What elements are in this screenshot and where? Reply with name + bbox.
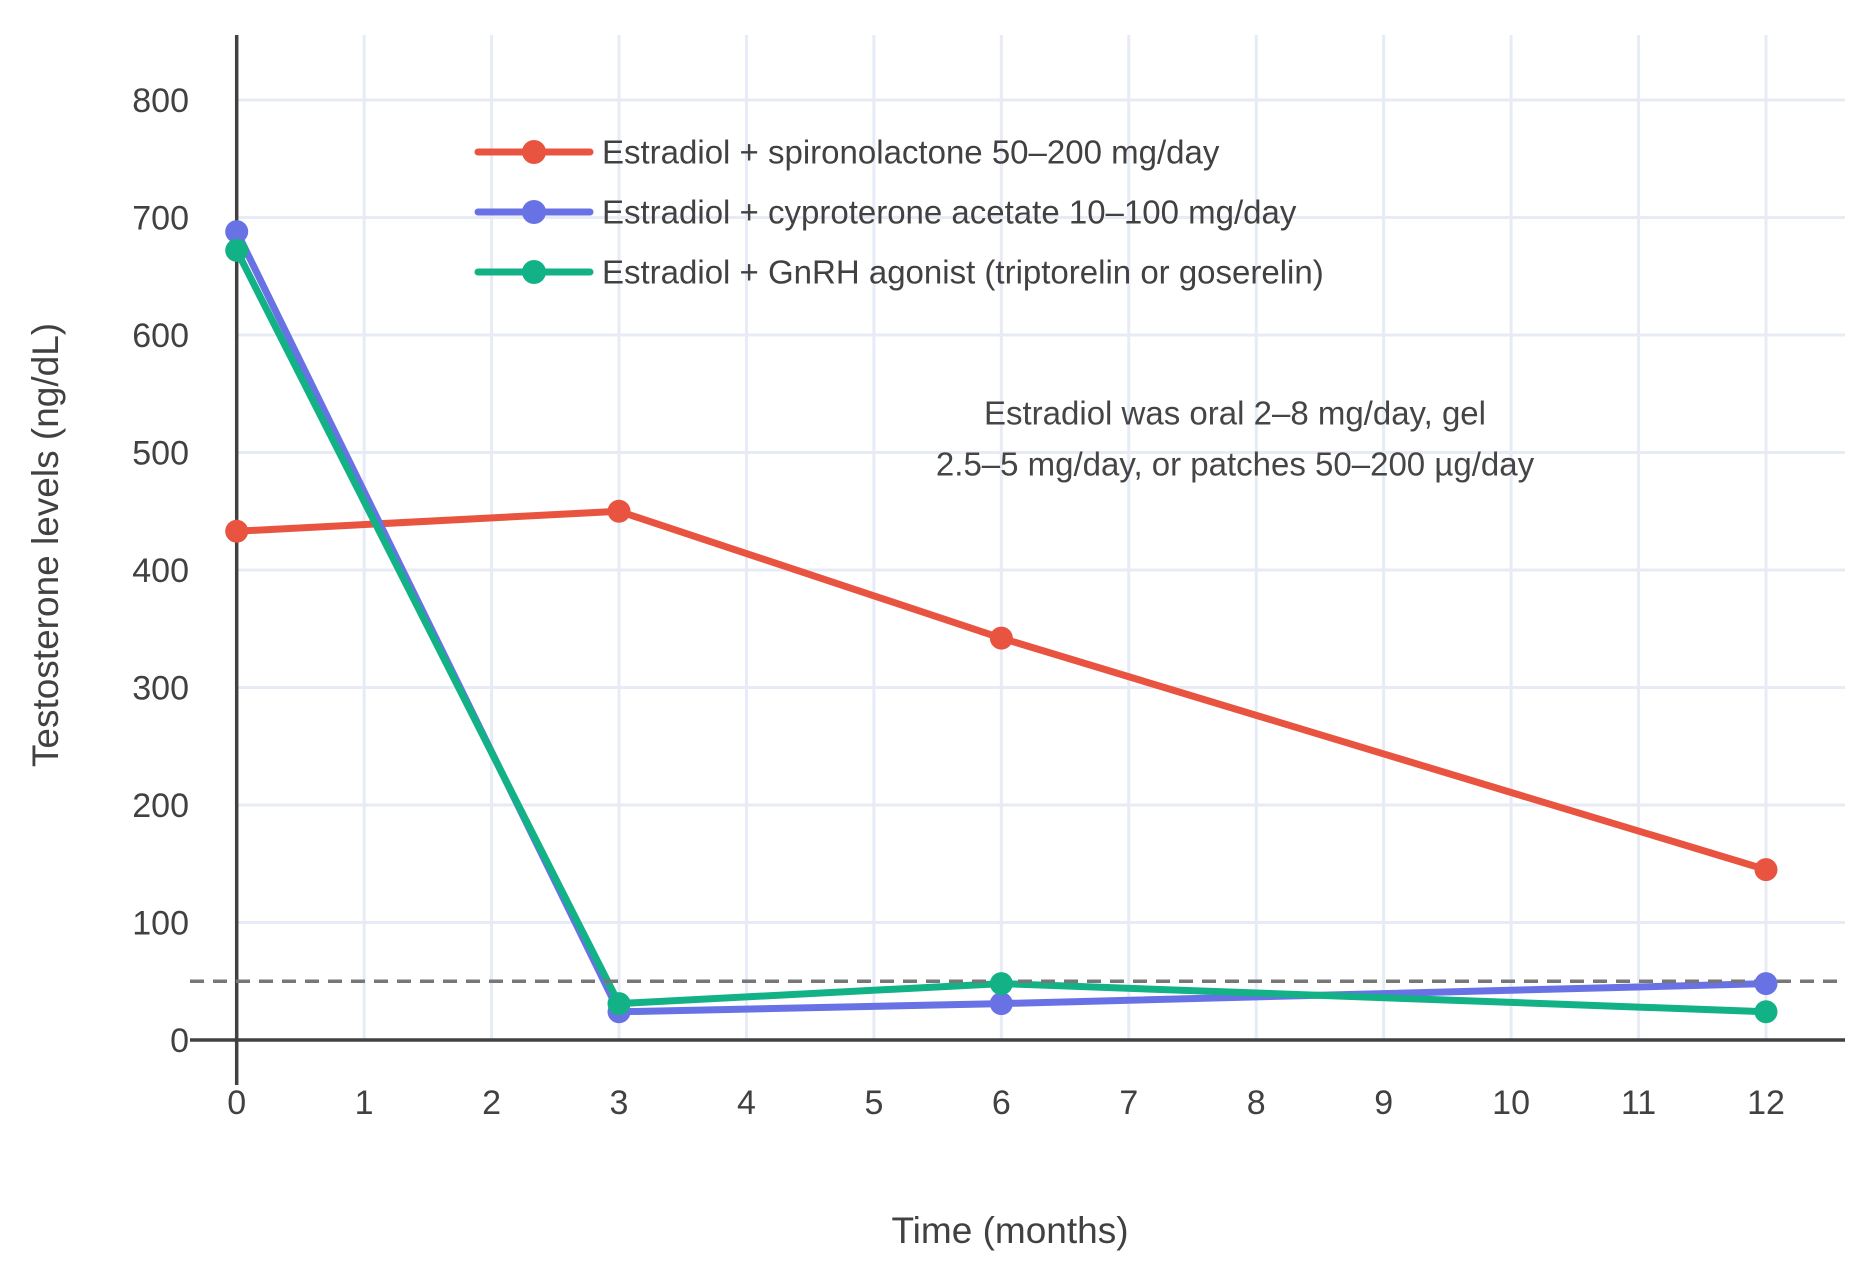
legend-label: Estradiol + cyproterone acetate 10–100 m… bbox=[602, 194, 1297, 231]
x-axis-title: Time (months) bbox=[891, 1210, 1128, 1251]
data-point-marker bbox=[225, 238, 249, 262]
x-tick-label: 4 bbox=[737, 1084, 756, 1122]
y-tick-label: 700 bbox=[132, 199, 189, 237]
y-tick-label: 300 bbox=[132, 669, 189, 707]
series-lines-layer bbox=[233, 228, 1770, 1016]
y-tick-label: 0 bbox=[170, 1022, 189, 1060]
legend-swatch-marker bbox=[522, 260, 546, 284]
x-tick-label: 0 bbox=[227, 1084, 246, 1122]
series-line bbox=[233, 246, 1770, 1016]
y-tick-label: 200 bbox=[132, 787, 189, 825]
grid-layer bbox=[235, 35, 1845, 1042]
axis-layer bbox=[190, 35, 1845, 1085]
y-tick-label: 400 bbox=[132, 552, 189, 590]
legend-swatch-marker bbox=[522, 140, 546, 164]
legend-swatch-marker bbox=[522, 200, 546, 224]
x-tick-label: 8 bbox=[1247, 1084, 1266, 1122]
x-tick-label: 10 bbox=[1492, 1084, 1530, 1122]
x-tick-label: 9 bbox=[1374, 1084, 1393, 1122]
y-tick-label: 800 bbox=[132, 82, 189, 120]
data-point-marker bbox=[989, 972, 1013, 996]
data-point-marker bbox=[1754, 1000, 1778, 1024]
series-line bbox=[233, 507, 1770, 874]
data-point-marker bbox=[1754, 858, 1778, 882]
annotation-line: Estradiol was oral 2–8 mg/day, gel bbox=[984, 395, 1486, 432]
data-point-marker bbox=[989, 626, 1013, 650]
annotation-line: 2.5–5 mg/day, or patches 50–200 µg/day bbox=[936, 446, 1535, 483]
data-point-marker bbox=[607, 499, 631, 523]
y-tick-label: 500 bbox=[132, 434, 189, 472]
x-tick-label: 12 bbox=[1747, 1084, 1785, 1122]
x-tick-label: 5 bbox=[864, 1084, 883, 1122]
x-tick-label: 1 bbox=[355, 1084, 374, 1122]
annotation: Estradiol was oral 2–8 mg/day, gel 2.5–5 … bbox=[936, 395, 1535, 483]
legend: Estradiol + spironolactone 50–200 mg/day… bbox=[474, 134, 1324, 291]
y-tick-label: 100 bbox=[132, 904, 189, 942]
y-tick-label: 600 bbox=[132, 317, 189, 355]
x-tick-label: 11 bbox=[1621, 1084, 1656, 1122]
legend-label: Estradiol + GnRH agonist (triptorelin or… bbox=[602, 254, 1324, 291]
x-tick-label: 6 bbox=[992, 1084, 1011, 1122]
data-point-marker bbox=[225, 519, 249, 543]
legend-label: Estradiol + spironolactone 50–200 mg/day bbox=[602, 134, 1220, 171]
x-tick-label: 3 bbox=[610, 1084, 629, 1122]
y-axis-title: Testosterone levels (ng/dL) bbox=[25, 323, 66, 767]
data-point-marker bbox=[607, 992, 631, 1016]
x-tick-label: 2 bbox=[482, 1084, 501, 1122]
x-tick-label: 7 bbox=[1119, 1084, 1138, 1122]
data-point-marker bbox=[989, 992, 1013, 1016]
series-markers-layer bbox=[225, 220, 1778, 1024]
data-point-marker bbox=[1754, 972, 1778, 996]
data-point-marker bbox=[225, 220, 249, 244]
axis-titles: Time (months) Testosterone levels (ng/dL) bbox=[25, 323, 1129, 1251]
